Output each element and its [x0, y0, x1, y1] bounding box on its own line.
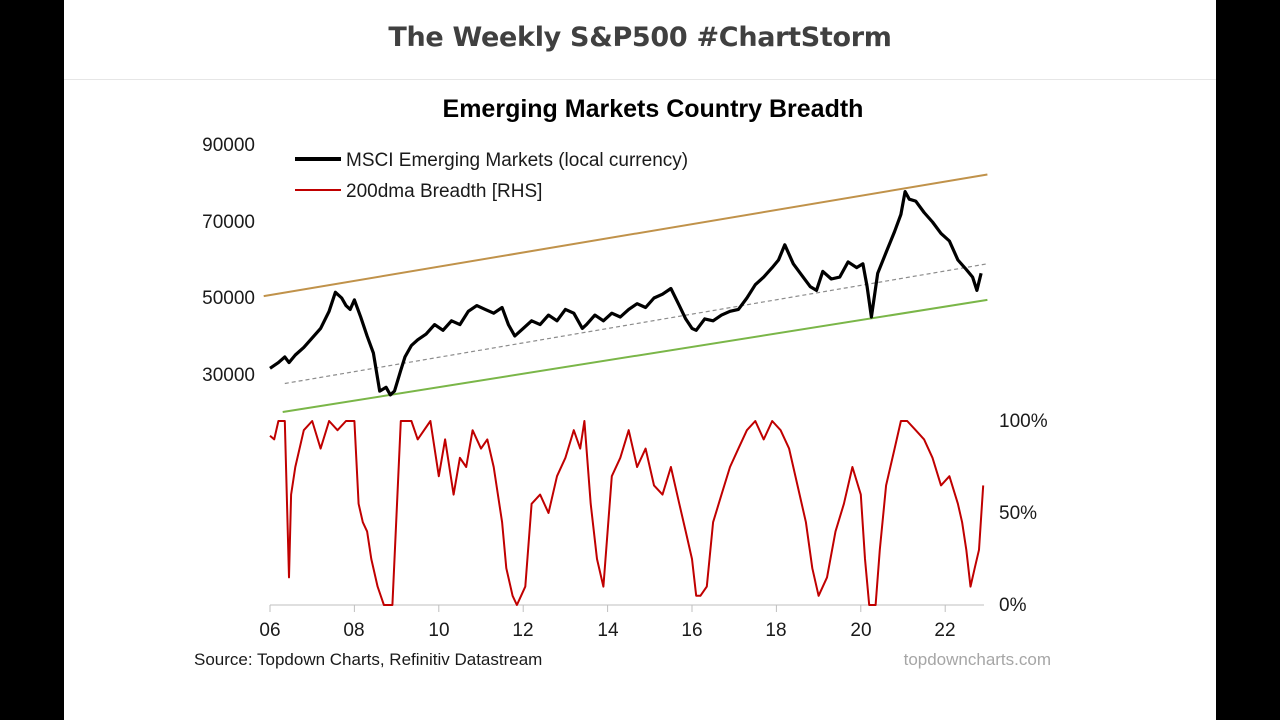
x-tick-label: 16	[681, 620, 702, 641]
right-axis: 0% 50% 100%	[999, 411, 1048, 616]
x-tick-label: 12	[512, 620, 533, 641]
legend-label-breadth: 200dma Breadth [RHS]	[346, 181, 542, 202]
slide-header: The Weekly S&P500 #ChartStorm	[64, 0, 1216, 80]
slide-title: The Weekly S&P500 #ChartStorm	[388, 22, 892, 53]
chart-title: Emerging Markets Country Breadth	[443, 95, 864, 123]
legend-label-msci: MSCI Emerging Markets (local currency)	[346, 150, 688, 171]
left-tick-label: 30000	[202, 365, 255, 386]
x-tick-label: 22	[934, 620, 955, 641]
watermark: topdowncharts.com	[904, 650, 1051, 669]
x-tick-label: 06	[259, 620, 280, 641]
x-tick-label: 08	[343, 620, 364, 641]
x-tick-label: 18	[765, 620, 786, 641]
right-tick-label: 100%	[999, 411, 1048, 432]
right-tick-label: 0%	[999, 595, 1027, 616]
msci-series-line	[269, 190, 983, 397]
x-tick-label: 10	[428, 620, 449, 641]
legend: MSCI Emerging Markets (local currency) 2…	[295, 150, 688, 202]
left-tick-label: 50000	[202, 288, 255, 309]
chart: Emerging Markets Country Breadth MSCI Em…	[194, 95, 1051, 669]
breadth-series-line	[269, 420, 985, 606]
upper-channel-line	[263, 173, 988, 298]
trend-line	[284, 263, 988, 385]
x-tick-label: 20	[850, 620, 871, 641]
left-tick-label: 90000	[202, 135, 255, 156]
lower-channel-line	[282, 298, 988, 413]
x-tick-label: 14	[597, 620, 619, 641]
x-axis: 06 08 10 12 14 16 18 20 22	[259, 604, 984, 641]
source-note: Source: Topdown Charts, Refinitiv Datast…	[194, 650, 542, 669]
slide: The Weekly S&P500 #ChartStorm Emerging M…	[64, 0, 1216, 720]
left-tick-label: 70000	[202, 212, 255, 233]
left-axis: 30000 50000 70000 90000	[202, 135, 255, 386]
right-tick-label: 50%	[999, 503, 1037, 524]
